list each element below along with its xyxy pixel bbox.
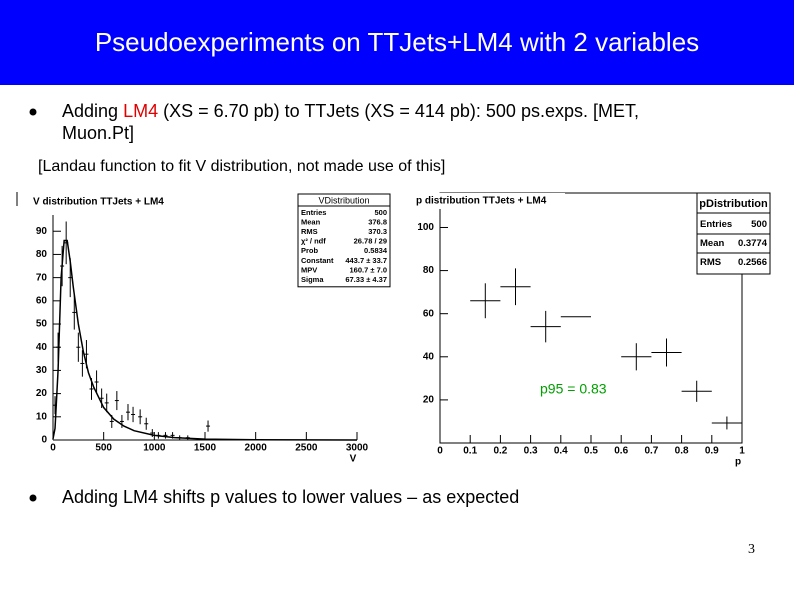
y-tick-label: 40 [36, 342, 48, 353]
stats-label: RMS [700, 257, 721, 268]
x-tick-label: 0.5 [584, 446, 598, 457]
page-number: 3 [748, 542, 755, 557]
y-tick-label: 50 [36, 319, 48, 330]
x-tick-label: 0.4 [554, 446, 568, 457]
chart-title: V distribution TTJets + LM4 [33, 197, 164, 208]
stats-value: 0.5834 [364, 246, 388, 255]
bullet-part: Adding [62, 101, 123, 121]
stats-label: Mean [301, 217, 321, 226]
bullet-text: Adding LM4 (XS = 6.70 pb) to TTJets (XS … [62, 101, 639, 121]
stats-value: 0.3774 [738, 238, 768, 249]
stats-label: RMS [301, 227, 318, 236]
header-bar [0, 0, 794, 85]
y-tick-label: 10 [36, 411, 48, 422]
chart-title: p distribution TTJets + LM4 [416, 196, 547, 207]
x-tick-label: 2000 [245, 443, 268, 454]
stats-value: 67.33 ± 4.37 [345, 275, 387, 284]
bullet-dot [29, 108, 37, 116]
stats-box [297, 193, 391, 288]
bullet-highlight: LM4 [123, 101, 158, 121]
x-tick-label: 2500 [295, 443, 318, 454]
y-tick-label: 60 [423, 308, 435, 319]
stats-label: Mean [700, 238, 724, 249]
stats-label: Entries [301, 208, 326, 217]
x-tick-label: 0.2 [493, 446, 507, 457]
x-tick-label: 500 [95, 443, 112, 454]
stats-label: Constant [301, 256, 334, 265]
x-tick-label: 0.3 [524, 446, 538, 457]
x-tick-label: 1000 [143, 443, 166, 454]
x-tick-label: 1 [739, 446, 745, 457]
stats-value: 443.7 ± 33.7 [345, 256, 387, 265]
x-tick-label: 0.8 [675, 446, 689, 457]
stats-value: 26.78 / 29 [354, 237, 387, 246]
y-tick-label: 80 [36, 249, 48, 260]
x-axis-label: p [735, 457, 741, 468]
x-axis-label: V [350, 454, 357, 465]
y-tick-label: 20 [36, 388, 48, 399]
x-tick-label: 0 [50, 443, 56, 454]
y-tick-label: 70 [36, 272, 48, 283]
stats-label: Sigma [301, 275, 324, 284]
x-tick-label: 3000 [346, 443, 369, 454]
stats-label: χ² / ndf [301, 237, 326, 246]
stats-value: 0.2566 [738, 257, 767, 268]
stats-value: 500 [751, 219, 767, 230]
y-tick-label: 60 [36, 295, 48, 306]
y-tick-label: 80 [423, 265, 435, 276]
x-tick-label: 0.6 [614, 446, 628, 457]
y-tick-label: 90 [36, 226, 48, 237]
stats-label: Entries [700, 219, 732, 230]
x-tick-label: 0.9 [705, 446, 719, 457]
bullet-dot [29, 494, 37, 502]
stats-label: Prob [301, 246, 319, 255]
y-tick-label: 100 [417, 222, 434, 233]
x-tick-label: 0.1 [463, 446, 477, 457]
stats-name: VDistribution [318, 195, 369, 205]
chart-title-box [30, 194, 170, 210]
bullet-text: Adding LM4 shifts p values to lower valu… [62, 487, 519, 507]
stats-value: 376.8 [368, 217, 387, 226]
y-tick-label: 30 [36, 365, 48, 376]
slide-title: Pseudoexperiments on TTJets+LM4 with 2 v… [95, 27, 699, 57]
stats-value: 370.3 [368, 227, 387, 236]
stats-value: 160.7 ± 7.0 [350, 265, 387, 274]
y-tick-label: 20 [423, 395, 435, 406]
note: [Landau function to fit V distribution, … [38, 158, 445, 175]
x-tick-label: 0 [437, 446, 443, 457]
bullet-text: Muon.Pt] [62, 123, 134, 143]
bullet-part: (XS = 6.70 pb) to TTJets (XS = 414 pb): … [158, 101, 639, 121]
y-tick-label: 40 [423, 351, 435, 362]
annotation: p95 = 0.83 [540, 381, 607, 397]
y-tick-label: 0 [41, 435, 47, 446]
stats-value: 500 [374, 208, 387, 217]
x-tick-label: 1500 [194, 443, 217, 454]
chart-title-box [413, 193, 565, 209]
stats-name: pDistribution [699, 198, 768, 210]
stats-label: MPV [301, 265, 317, 274]
x-tick-label: 0.7 [644, 446, 658, 457]
